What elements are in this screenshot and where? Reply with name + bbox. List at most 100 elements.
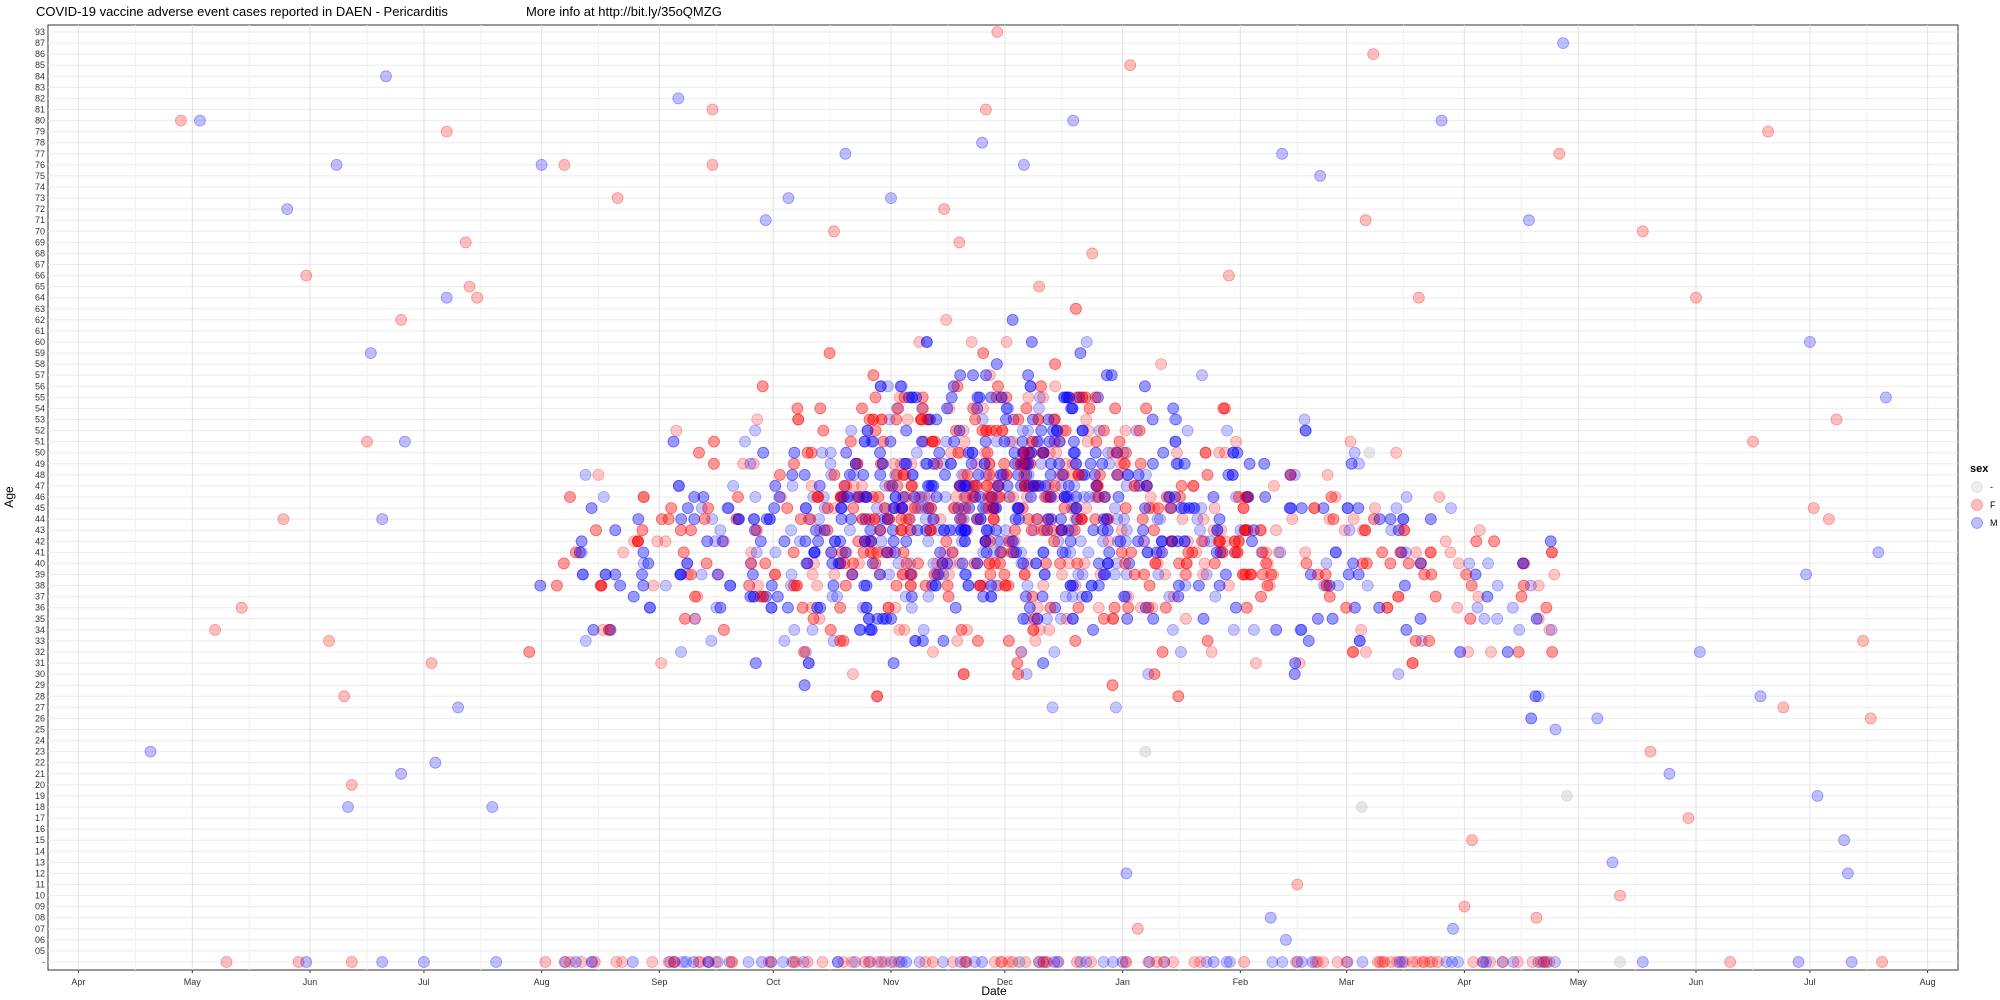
background-point — [788, 446, 801, 459]
data-point-f — [706, 158, 719, 171]
background-point — [1491, 579, 1504, 592]
background-point — [1288, 468, 1301, 481]
background-point — [1063, 391, 1076, 404]
data-point-m — [490, 956, 503, 968]
background-point — [1194, 524, 1206, 537]
background-point — [1013, 502, 1025, 515]
data-point-m — [364, 347, 377, 360]
background-point — [1506, 601, 1519, 614]
background-point — [867, 369, 880, 382]
background-point — [590, 524, 602, 537]
background-point — [979, 535, 992, 548]
background-point — [821, 502, 834, 515]
background-point — [802, 657, 815, 669]
background-point — [1172, 457, 1185, 470]
background-point — [1027, 479, 1040, 492]
background-point — [1167, 624, 1179, 636]
background-point — [1182, 546, 1195, 559]
background-point — [954, 513, 966, 525]
background-point — [895, 524, 907, 537]
background-point — [922, 479, 934, 492]
background-point — [1193, 579, 1205, 592]
background-point — [1445, 502, 1457, 515]
background-point — [1312, 612, 1324, 625]
data-point-m — [1845, 956, 1858, 968]
background-point — [1341, 502, 1354, 515]
background-point — [617, 546, 630, 559]
background-point — [1021, 491, 1033, 503]
background-point — [920, 513, 932, 525]
background-point — [1356, 956, 1369, 968]
background-point — [695, 568, 708, 581]
background-point — [1085, 579, 1098, 592]
background-point — [1024, 380, 1037, 393]
background-point — [806, 568, 819, 581]
background-point — [974, 579, 987, 592]
background-point — [994, 557, 1006, 570]
x-tick-label: Apr — [1457, 977, 1471, 987]
background-point — [749, 424, 761, 437]
data-point-m — [687, 956, 700, 968]
background-point — [1018, 568, 1031, 581]
background-point — [1020, 457, 1033, 470]
background-point — [632, 513, 645, 525]
background-point — [1300, 557, 1313, 570]
background-point — [609, 524, 622, 537]
background-point — [856, 479, 868, 492]
background-point — [1517, 557, 1529, 570]
background-point — [1178, 535, 1191, 548]
background-point — [1156, 646, 1169, 658]
background-point — [773, 491, 786, 503]
background-point — [895, 524, 908, 537]
background-point — [987, 502, 1000, 515]
background-point — [1207, 491, 1220, 503]
background-point — [962, 479, 975, 492]
background-point — [973, 579, 986, 592]
background-point — [915, 491, 928, 503]
background-point — [898, 457, 911, 470]
background-point — [675, 513, 688, 525]
background-point — [1501, 646, 1514, 658]
y-tick-label: 58 — [35, 359, 45, 369]
background-point — [961, 524, 974, 537]
background-point — [1025, 524, 1038, 537]
y-tick-label: 62 — [35, 315, 45, 325]
background-point — [805, 601, 818, 614]
background-point — [883, 413, 896, 426]
background-point-cloud — [523, 302, 1561, 968]
background-point — [1097, 568, 1110, 581]
background-point — [1049, 601, 1061, 614]
y-tick-label: 15 — [35, 835, 45, 845]
background-point — [1020, 402, 1033, 415]
background-point — [742, 956, 755, 968]
background-point — [981, 446, 994, 459]
background-point — [844, 435, 857, 448]
background-point — [1093, 557, 1105, 570]
background-point — [824, 624, 837, 636]
data-point-m — [300, 956, 313, 968]
background-point — [948, 435, 960, 448]
data-point-f — [463, 280, 476, 293]
background-point — [955, 513, 968, 525]
background-point — [1042, 513, 1055, 525]
background-point — [922, 590, 935, 603]
background-point — [1142, 668, 1155, 680]
background-point — [1047, 424, 1059, 437]
background-point — [971, 557, 984, 570]
background-point — [980, 524, 993, 537]
background-point — [936, 557, 949, 570]
background-point — [1373, 601, 1386, 614]
background-point — [949, 601, 962, 614]
y-axis-ticks: -050607080910111213141516171819202122232… — [35, 27, 45, 967]
background-point — [916, 435, 928, 448]
background-point — [1326, 612, 1339, 625]
legend-title: sex — [1970, 463, 1989, 475]
background-point — [940, 535, 953, 548]
background-point — [1518, 579, 1530, 592]
background-point — [1037, 446, 1050, 459]
background-point — [872, 956, 884, 968]
background-point — [838, 479, 851, 492]
background-point — [646, 956, 659, 968]
background-point — [1026, 435, 1038, 448]
background-point — [1234, 524, 1247, 537]
